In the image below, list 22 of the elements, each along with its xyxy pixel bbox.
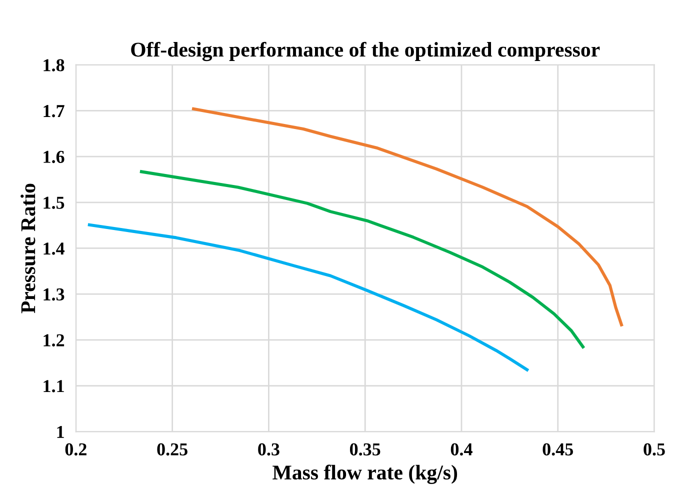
y-tick-label: 1.4 bbox=[44, 242, 64, 255]
x-tick-label: 0.45 bbox=[542, 443, 574, 456]
x-tick-label: 0.2 bbox=[65, 443, 86, 456]
x-tick-label: 0.25 bbox=[157, 443, 188, 456]
x-tick-label: 0.4 bbox=[450, 443, 472, 456]
y-tick-label: 1.2 bbox=[44, 334, 64, 346]
y-tick-label: 1.8 bbox=[44, 59, 64, 72]
y-tick-label: 1.6 bbox=[44, 150, 64, 164]
x-tick-label: 0.35 bbox=[350, 443, 380, 456]
x-tick-label: 0.5 bbox=[644, 443, 665, 456]
line-series bbox=[88, 223, 529, 372]
y-tick-label: 1.1 bbox=[44, 380, 64, 392]
x-tick-label: 0.3 bbox=[258, 443, 280, 456]
y-tick-label: 1.5 bbox=[44, 196, 64, 209]
y-axis-title: Pressure Ratio bbox=[20, 184, 36, 314]
line-series bbox=[140, 170, 584, 348]
line-series bbox=[192, 107, 624, 326]
x-axis-title: Mass flow rate (kg/s) bbox=[272, 464, 458, 484]
y-tick-label: 1.7 bbox=[44, 105, 64, 118]
y-tick-label: 1.3 bbox=[44, 288, 64, 301]
chart-title: Off-design performance of the optimized compressor bbox=[131, 42, 600, 62]
y-tick-label: 1 bbox=[57, 426, 64, 438]
